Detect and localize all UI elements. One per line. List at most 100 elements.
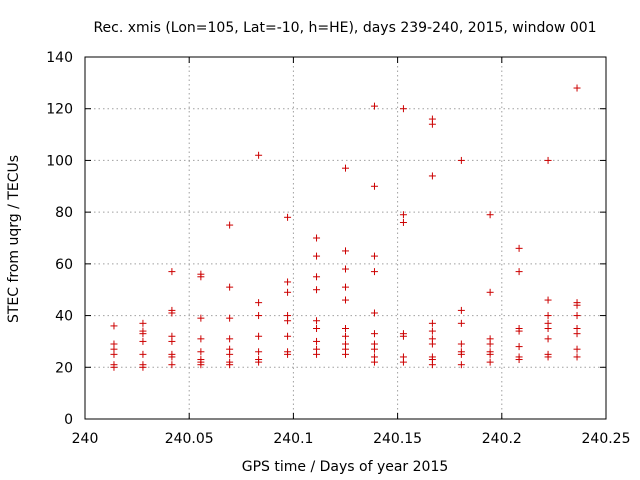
data-point bbox=[255, 332, 263, 340]
data-point bbox=[370, 102, 378, 110]
y-tick-label: 140 bbox=[46, 50, 73, 66]
data-point bbox=[255, 358, 263, 366]
data-point bbox=[428, 340, 436, 348]
data-point bbox=[573, 353, 581, 361]
data-point bbox=[313, 234, 321, 242]
data-point bbox=[428, 361, 436, 369]
data-point bbox=[457, 319, 465, 327]
data-point bbox=[486, 211, 494, 219]
data-point bbox=[399, 218, 407, 226]
data-point bbox=[255, 151, 263, 159]
data-point bbox=[284, 332, 292, 340]
data-point bbox=[313, 350, 321, 358]
x-tick-label: 240.2 bbox=[482, 431, 522, 447]
data-points bbox=[110, 84, 581, 371]
x-tick-label: 240.15 bbox=[373, 431, 422, 447]
data-point bbox=[428, 120, 436, 128]
data-point bbox=[110, 363, 118, 371]
data-point bbox=[226, 361, 234, 369]
data-point bbox=[313, 325, 321, 332]
data-point bbox=[226, 221, 234, 229]
data-point bbox=[284, 350, 292, 358]
y-tick-label: 0 bbox=[64, 412, 73, 428]
y-tick-label: 80 bbox=[55, 205, 73, 221]
axis-tick-labels: 240 240.05 240.1 240.15 240.2 240.25 0 20 40 60 80… bbox=[46, 50, 630, 447]
data-point bbox=[342, 325, 349, 332]
data-point bbox=[573, 330, 581, 338]
data-point bbox=[486, 350, 494, 358]
data-point bbox=[139, 337, 147, 345]
data-point bbox=[399, 358, 407, 366]
data-point bbox=[284, 278, 292, 286]
plot-frame bbox=[84, 56, 607, 420]
data-point bbox=[139, 319, 147, 327]
data-point bbox=[457, 156, 465, 164]
data-point bbox=[197, 314, 205, 322]
y-tick-label: 20 bbox=[55, 360, 73, 376]
data-point bbox=[573, 312, 581, 320]
data-point bbox=[342, 164, 349, 172]
data-point bbox=[573, 345, 581, 353]
x-tick-label: 240.25 bbox=[582, 431, 631, 447]
data-point bbox=[342, 247, 349, 255]
data-point bbox=[428, 172, 436, 180]
data-point bbox=[515, 356, 523, 364]
data-point bbox=[399, 211, 407, 219]
y-tick-label: 60 bbox=[55, 257, 73, 273]
data-point bbox=[399, 105, 407, 113]
data-point bbox=[313, 273, 321, 281]
data-point bbox=[313, 317, 321, 325]
data-point bbox=[226, 283, 234, 291]
data-point bbox=[370, 330, 378, 338]
y-tick-label: 40 bbox=[55, 309, 73, 325]
data-point bbox=[457, 340, 465, 348]
data-point bbox=[544, 335, 552, 343]
data-point bbox=[197, 335, 205, 343]
data-point bbox=[486, 358, 494, 366]
grid-lines bbox=[85, 57, 606, 419]
data-point bbox=[515, 244, 523, 252]
data-point bbox=[197, 273, 205, 281]
data-point bbox=[255, 312, 263, 320]
data-point bbox=[168, 309, 176, 317]
data-point bbox=[313, 286, 321, 294]
y-axis-label: STEC from uqrg / TECUs bbox=[6, 155, 22, 323]
data-point bbox=[342, 350, 349, 358]
data-point bbox=[197, 348, 205, 356]
data-point bbox=[226, 314, 234, 322]
data-point bbox=[342, 283, 349, 291]
data-point bbox=[457, 350, 465, 358]
data-point bbox=[544, 312, 552, 320]
data-point bbox=[284, 317, 292, 325]
data-point bbox=[226, 350, 234, 358]
data-point bbox=[515, 343, 523, 351]
data-point bbox=[226, 335, 234, 343]
data-point bbox=[313, 337, 321, 345]
data-point bbox=[370, 309, 378, 317]
data-point bbox=[168, 353, 176, 361]
data-point bbox=[168, 337, 176, 345]
data-point bbox=[342, 332, 349, 340]
data-point bbox=[486, 340, 494, 348]
data-point bbox=[139, 363, 147, 371]
data-point bbox=[515, 327, 523, 335]
data-point bbox=[370, 252, 378, 260]
data-point bbox=[110, 322, 118, 330]
data-point bbox=[544, 156, 552, 164]
data-point bbox=[342, 296, 349, 304]
data-point bbox=[573, 84, 581, 92]
data-point bbox=[515, 268, 523, 276]
y-tick-label: 120 bbox=[46, 102, 73, 118]
data-point bbox=[370, 345, 378, 353]
data-point bbox=[255, 348, 263, 356]
x-tick-label: 240.05 bbox=[165, 431, 214, 447]
axis-ticks bbox=[84, 56, 607, 420]
data-point bbox=[255, 299, 263, 307]
x-axis-label: GPS time / Days of year 2015 bbox=[242, 459, 449, 475]
data-point bbox=[168, 268, 176, 276]
data-point bbox=[370, 182, 378, 190]
x-tick-label: 240.1 bbox=[273, 431, 313, 447]
data-point bbox=[313, 252, 321, 260]
data-point bbox=[139, 330, 147, 338]
